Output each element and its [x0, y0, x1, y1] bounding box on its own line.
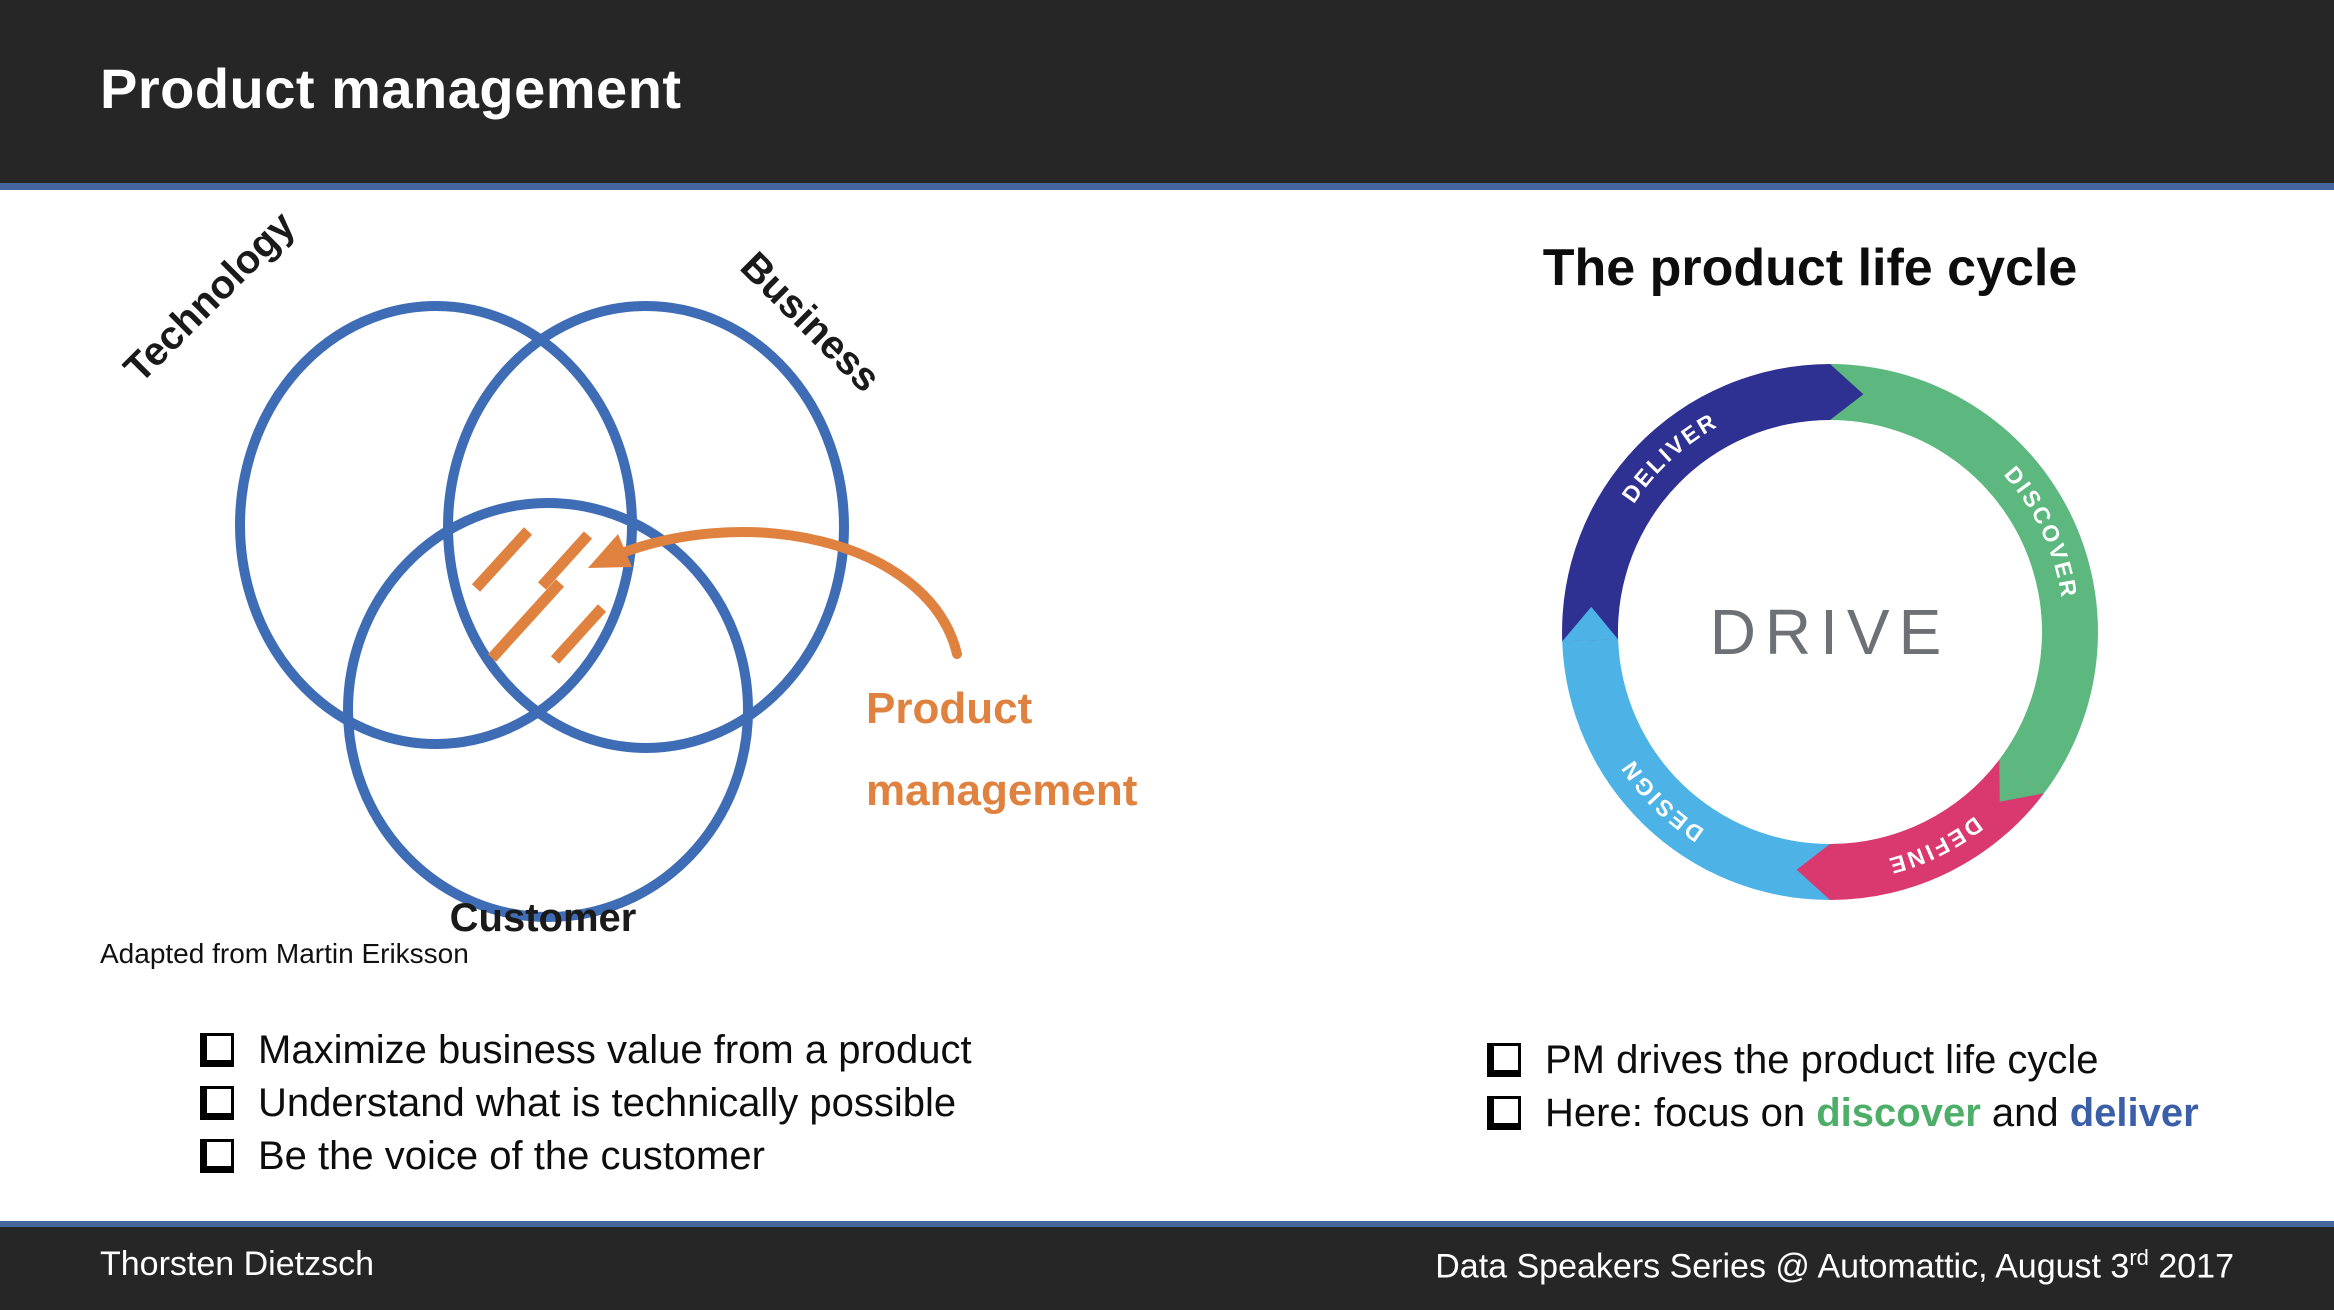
list-item: Understand what is technically possible	[200, 1081, 956, 1125]
square-bullet-icon	[200, 1033, 234, 1067]
product-management-annotation: Product management	[866, 668, 1206, 832]
header-divider	[0, 183, 2334, 190]
bullet-text: Maximize business value from a product	[258, 1028, 972, 1072]
hatch-marks	[471, 527, 607, 664]
footer-divider	[0, 1221, 2334, 1227]
footer-bar	[0, 1227, 2334, 1310]
annotation-arrow	[588, 527, 962, 659]
deliver-keyword: deliver	[2069, 1091, 2199, 1135]
arrowhead-discover	[1999, 759, 2044, 802]
venn-credit: Adapted from Martin Eriksson	[100, 938, 469, 969]
annotation-line-2: management	[866, 766, 1138, 815]
bullet-text: Be the voice of the customer	[258, 1134, 765, 1178]
venn-circle-customer	[343, 498, 753, 922]
footer-event-year: 2017	[2148, 1247, 2234, 1286]
footer-event: Data Speakers Series @ Automattic, Augus…	[1435, 1245, 2234, 1286]
footer-ordinal-suffix: rd	[2129, 1245, 2149, 1270]
list-item: Be the voice of the customer	[200, 1134, 765, 1178]
list-item: Here: focus on discover and deliver	[1487, 1091, 2199, 1135]
bullet-text: PM drives the product life cycle	[1545, 1038, 2099, 1082]
list-item: PM drives the product life cycle	[1487, 1038, 2099, 1082]
segment-define	[1830, 759, 2044, 900]
footer-event-text: Data Speakers Series @ Automattic, Augus…	[1435, 1247, 2130, 1286]
square-bullet-icon	[1487, 1043, 1521, 1077]
venn-label-customer: Customer	[449, 896, 637, 940]
square-bullet-icon	[200, 1086, 234, 1120]
page-title: Product management	[100, 57, 682, 120]
segment-discover	[1830, 364, 2098, 794]
segment-design	[1562, 639, 1830, 900]
arrowhead-deliver	[1830, 364, 1864, 420]
footer-author: Thorsten Dietzsch	[100, 1245, 374, 1283]
square-bullet-icon	[1487, 1096, 1521, 1130]
bullet-text-prefix: Here: focus on	[1545, 1091, 1817, 1135]
discover-keyword: discover	[1816, 1091, 1981, 1135]
arrowhead-design	[1562, 606, 1619, 642]
bullet-text: Here: focus on discover and deliver	[1545, 1091, 2199, 1135]
header-bar	[0, 0, 2334, 183]
square-bullet-icon	[200, 1139, 234, 1173]
lifecycle-ring: DISCOVER DEFINE DESIGN DELIVER DRIVE	[1562, 364, 2098, 900]
lifecycle-title: The product life cycle	[1542, 239, 2078, 297]
annotation-line-1: Product	[866, 684, 1033, 733]
list-item: Maximize business value from a product	[200, 1028, 972, 1072]
bullet-text-and: and	[1980, 1091, 2070, 1135]
venn-diagram	[235, 301, 962, 922]
drive-label: DRIVE	[1710, 596, 1951, 668]
arrowhead-define	[1796, 844, 1830, 900]
bullet-text: Understand what is technically possible	[258, 1081, 957, 1125]
venn-circle-technology	[235, 301, 637, 749]
